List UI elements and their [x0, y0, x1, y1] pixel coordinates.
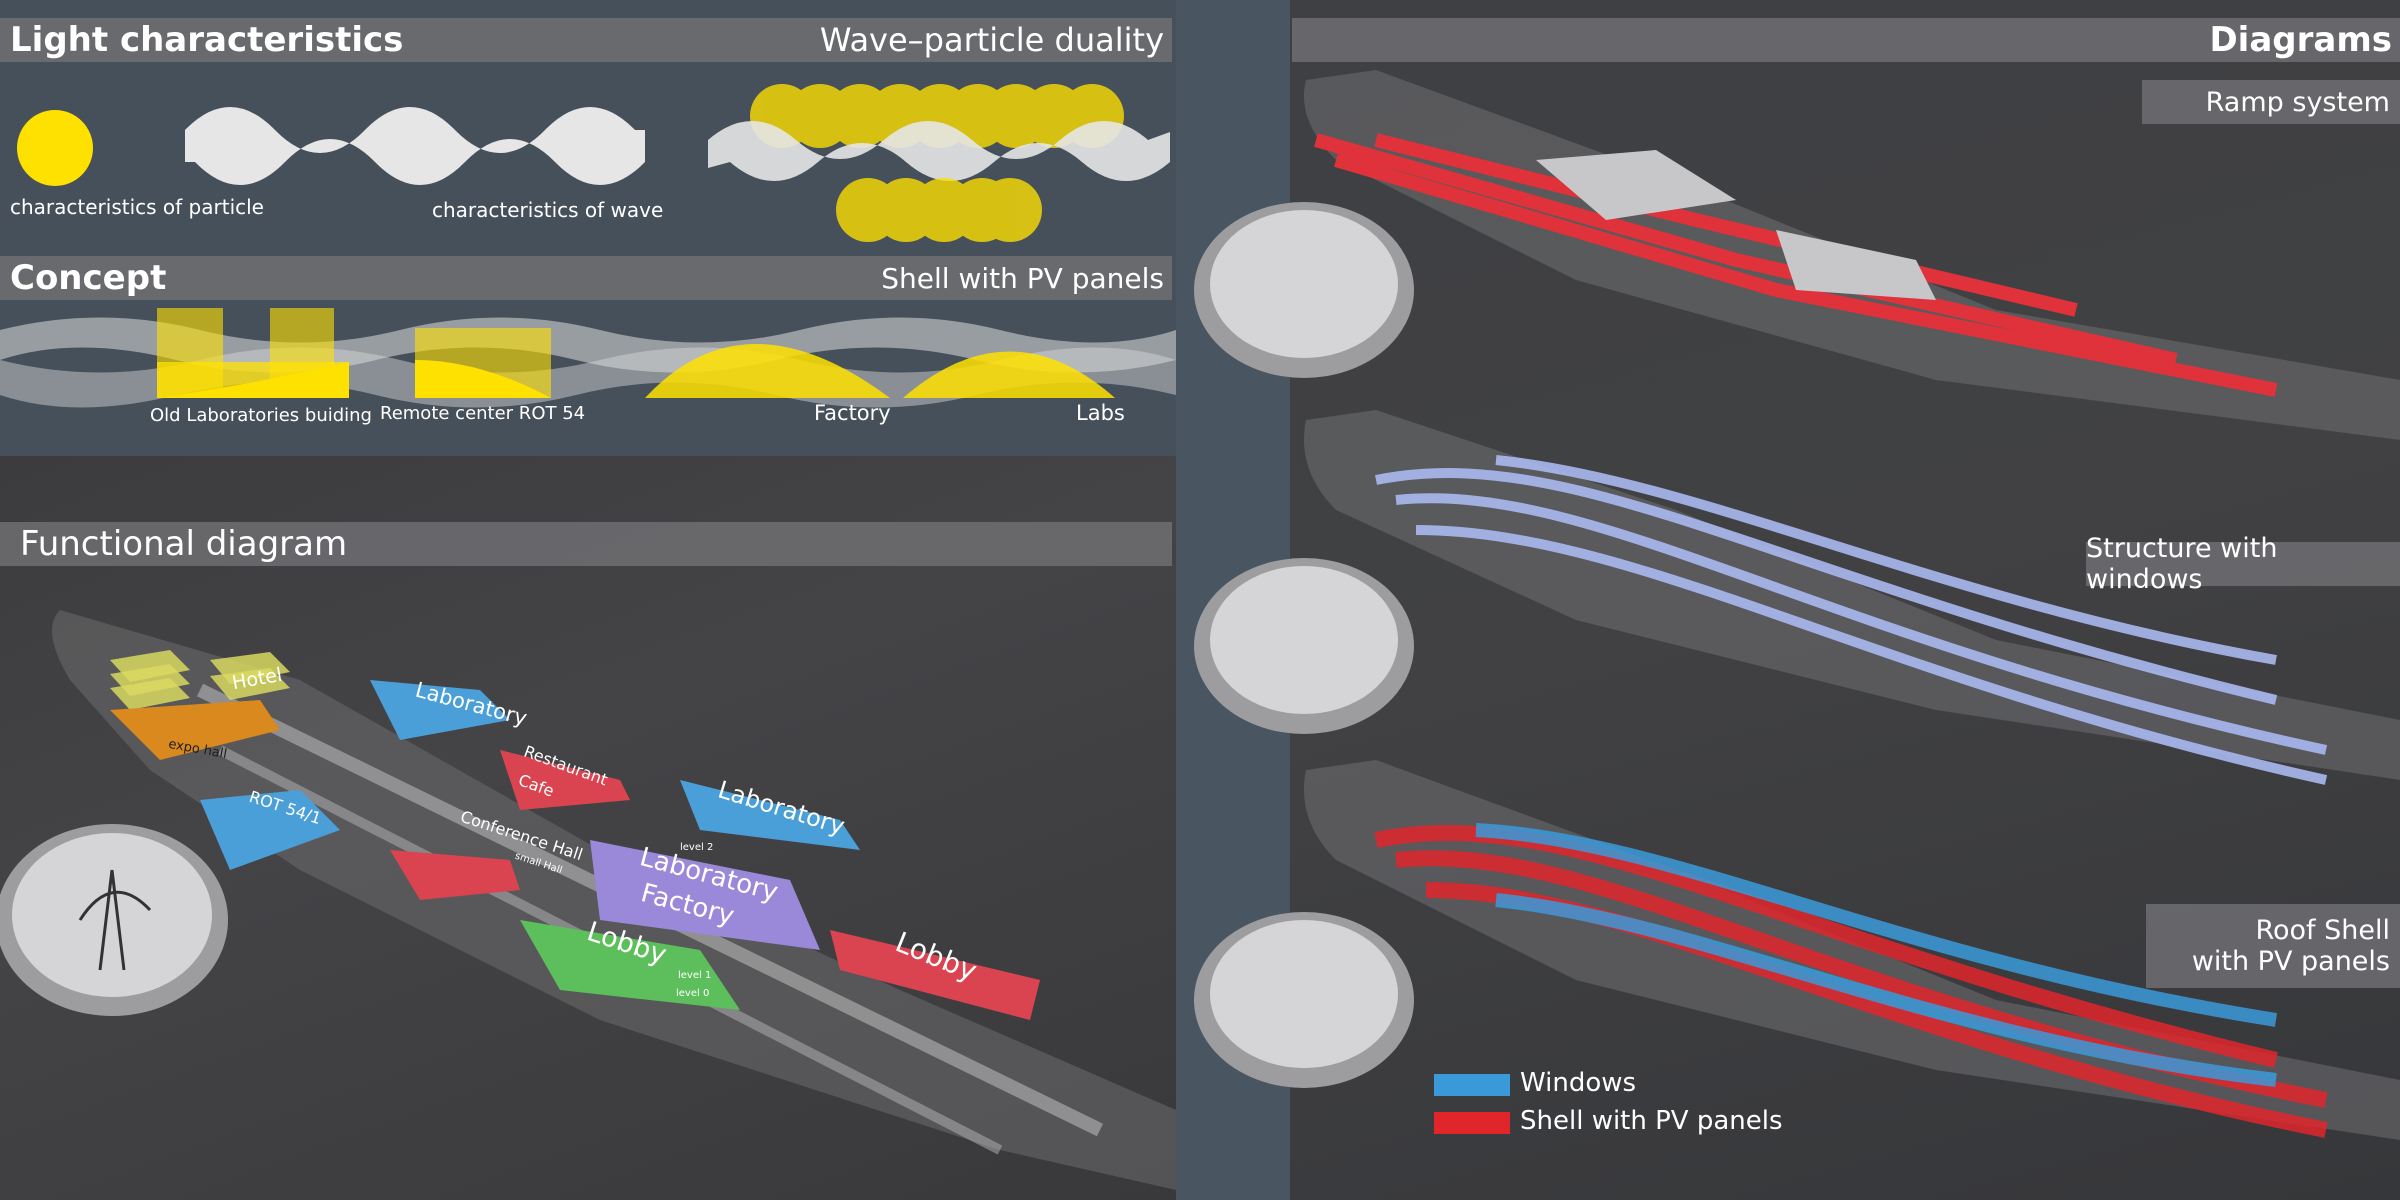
roof-blue-bands: [1475, 823, 2278, 1087]
remote-label: Remote center ROT 54: [380, 403, 586, 424]
wave-label: characteristics of wave: [432, 198, 664, 222]
light-header: Light characteristics Wave–particle dual…: [0, 18, 1172, 62]
duality-circles-top: [750, 84, 1124, 148]
duality-wave: [708, 121, 1170, 181]
lobby-red-shape: [830, 930, 1040, 1020]
dome-tower: [78, 869, 152, 971]
rot-shape: [200, 790, 340, 870]
diagrams-title: Diagrams: [2209, 20, 2392, 60]
concept-title: Concept: [10, 258, 167, 298]
structure-ribbons: [1375, 455, 2328, 785]
lab-factory-shape: [590, 840, 820, 950]
light-subtitle: Wave–particle duality: [819, 21, 1164, 59]
dome-2: [1194, 558, 1414, 734]
factory-label: Factory: [814, 401, 891, 425]
ramp-red-paths: [1314, 133, 2278, 397]
old-lab-shapes: [157, 308, 349, 398]
legend-shell-swatch: [1434, 1112, 1510, 1134]
roof-shell-label: Roof Shell with PV panels: [2146, 904, 2400, 988]
particle-label: characteristics of particle: [10, 195, 264, 219]
old-lab-label: Old Laboratories buiding: [150, 405, 372, 426]
ramp-system-label: Ramp system: [2142, 80, 2400, 124]
concept-illustration: [0, 308, 1176, 408]
duality-circles-bottom: [836, 178, 1042, 242]
roof-shell-line2: with PV panels: [2191, 946, 2390, 977]
diagrams-illustrations: [1194, 70, 2400, 1140]
legend-shell-label: Shell with PV panels: [1520, 1106, 1783, 1136]
factory-dome: [645, 344, 890, 398]
dome-3: [1194, 912, 1414, 1088]
laboratory-right-shape: [680, 780, 860, 850]
laboratory-top-shape: [370, 680, 510, 740]
functional-header: Functional diagram: [0, 522, 1172, 566]
level-2-label: level 2: [680, 842, 714, 853]
restaurant-shape: [500, 750, 630, 810]
level-0-label: level 0: [676, 988, 710, 999]
concept-subtitle: Shell with PV panels: [881, 261, 1164, 295]
particle-circle: [17, 110, 93, 186]
dome-1: [1194, 202, 1414, 378]
dome-bowl: [12, 833, 212, 997]
hotel-block: [110, 650, 290, 710]
functional-title: Functional diagram: [20, 524, 348, 564]
level-1-label: level 1: [678, 970, 712, 981]
labs-label: Labs: [1076, 401, 1125, 425]
expo-hall-shape: [110, 700, 280, 760]
functional-diagram: [0, 610, 1176, 1190]
remote-center-shape: [415, 328, 551, 398]
roof-shell-line1: Roof Shell: [2255, 915, 2390, 946]
concept-header: Concept Shell with PV panels: [0, 256, 1172, 300]
legend-windows-label: Windows: [1520, 1068, 1637, 1098]
structure-site: [1304, 410, 2400, 780]
legend-windows-swatch: [1434, 1074, 1510, 1096]
ramp-platforms: [1536, 150, 1936, 300]
light-illustration: [17, 84, 1170, 242]
light-title: Light characteristics: [10, 20, 404, 60]
diagrams-header: Diagrams: [1292, 18, 2400, 62]
wave-shape: [185, 107, 645, 185]
labs-dome: [903, 351, 1115, 398]
conference-shape: [390, 850, 520, 900]
lobby-green-shape: [520, 920, 740, 1010]
